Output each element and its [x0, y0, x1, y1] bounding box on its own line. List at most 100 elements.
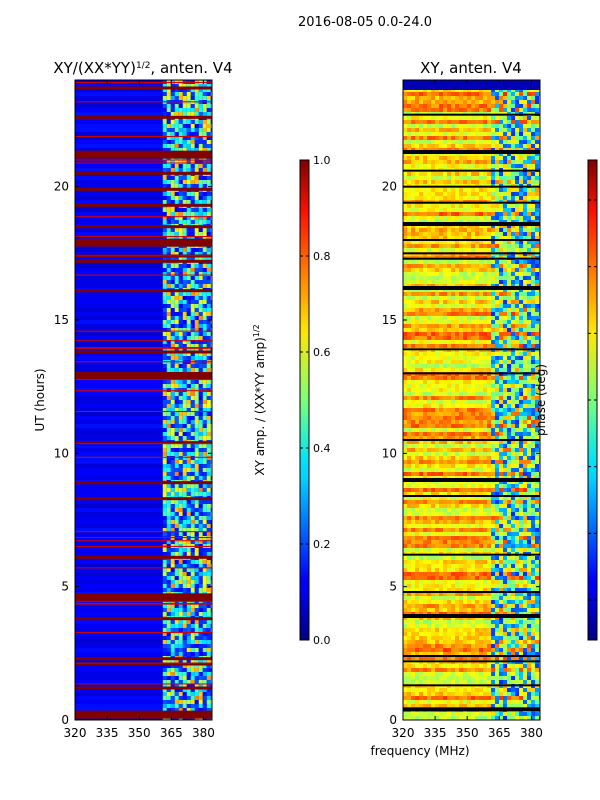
- heatmap-cell: [186, 468, 191, 472]
- heatmap-cell: [455, 136, 459, 140]
- heatmap-cell: [75, 424, 163, 428]
- heatmap-cell: [475, 116, 479, 120]
- heatmap-cell: [411, 332, 415, 336]
- heatmap-cell: [170, 464, 175, 468]
- heatmap-cell: [415, 328, 419, 332]
- heatmap-cell: [198, 576, 203, 580]
- heatmap-cell: [475, 356, 479, 360]
- heatmap-cell: [411, 300, 415, 304]
- heatmap-cell: [483, 296, 487, 300]
- heatmap-cell: [519, 304, 523, 308]
- heatmap-cell: [202, 396, 207, 400]
- heatmap-cell: [463, 164, 467, 168]
- heatmap-cell: [206, 648, 211, 652]
- heatmap-cell: [431, 108, 435, 112]
- heatmap-cell: [210, 128, 212, 132]
- heatmap-cell: [206, 680, 211, 684]
- heatmap-cell: [491, 356, 495, 360]
- heatmap-cell: [435, 192, 439, 196]
- heatmap-cell: [166, 208, 171, 212]
- heatmap-cell: [527, 340, 531, 344]
- heatmap-cell: [202, 236, 207, 240]
- heatmap-cell: [519, 352, 523, 356]
- heatmap-cell: [170, 660, 175, 664]
- saturated-row: [75, 203, 212, 207]
- heatmap-cell: [198, 500, 203, 504]
- heatmap-cell: [451, 316, 455, 320]
- heatmap-cell: [447, 232, 451, 236]
- heatmap-cell: [186, 520, 191, 524]
- heatmap-cell: [455, 340, 459, 344]
- heatmap-cell: [491, 244, 495, 248]
- heatmap-cell: [178, 520, 183, 524]
- heatmap-cell: [210, 212, 212, 216]
- heatmap-cell: [439, 208, 443, 212]
- heatmap-cell: [427, 264, 431, 268]
- heatmap-cell: [447, 280, 451, 284]
- heatmap-cell: [491, 292, 495, 296]
- heatmap-cell: [499, 272, 503, 276]
- heatmap-cell: [182, 312, 187, 316]
- heatmap-cell: [459, 352, 463, 356]
- heatmap-cell: [503, 212, 507, 216]
- heatmap-cell: [174, 612, 179, 616]
- heatmap-cell: [471, 292, 475, 296]
- heatmap-cell: [523, 360, 527, 364]
- heatmap-cell: [419, 136, 423, 140]
- heatmap-cell: [515, 140, 519, 144]
- heatmap-cell: [182, 624, 187, 628]
- heatmap-cell: [415, 280, 419, 284]
- heatmap-cell: [451, 356, 455, 360]
- heatmap-cell: [166, 352, 171, 356]
- heatmap-cell: [431, 180, 435, 184]
- heatmap-cell: [511, 212, 515, 216]
- heatmap-cell: [491, 92, 495, 96]
- heatmap-cell: [182, 420, 187, 424]
- heatmap-cell: [431, 196, 435, 200]
- heatmap-cell: [186, 492, 191, 496]
- heatmap-cell: [415, 340, 419, 344]
- heatmap-cell: [419, 160, 423, 164]
- heatmap-cell: [170, 648, 175, 652]
- heatmap-cell: [190, 520, 195, 524]
- heatmap-cell: [455, 264, 459, 268]
- y-tick-label: 15: [54, 313, 69, 327]
- heatmap-cell: [463, 176, 467, 180]
- heatmap-cell: [411, 96, 415, 100]
- heatmap-cell: [190, 688, 195, 692]
- heatmap-cell: [475, 368, 479, 372]
- heatmap-cell: [75, 488, 163, 492]
- heatmap-cell: [435, 344, 439, 348]
- heatmap-cell: [523, 120, 527, 124]
- heatmap-cell: [166, 328, 171, 332]
- heatmap-cell: [419, 300, 423, 304]
- heatmap-cell: [435, 376, 439, 380]
- heatmap-cell: [443, 292, 447, 296]
- heatmap-cell: [174, 628, 179, 632]
- heatmap-cell: [162, 196, 167, 200]
- heatmap-cell: [483, 312, 487, 316]
- heatmap-cell: [190, 220, 195, 224]
- heatmap-cell: [523, 140, 527, 144]
- heatmap-cell: [202, 248, 207, 252]
- heatmap-cell: [415, 316, 419, 320]
- heatmap-cell: [75, 264, 163, 268]
- heatmap-cell: [202, 580, 207, 584]
- heatmap-cell: [174, 468, 179, 472]
- heatmap-cell: [182, 228, 187, 232]
- heatmap-cell: [75, 176, 163, 180]
- heatmap-cell: [206, 660, 211, 664]
- heatmap-cell: [507, 180, 511, 184]
- heatmap-cell: [170, 324, 175, 328]
- heatmap-cell: [411, 344, 415, 348]
- heatmap-cell: [174, 472, 179, 476]
- heatmap-cell: [419, 272, 423, 276]
- heatmap-cell: [535, 280, 539, 284]
- heatmap-cell: [178, 632, 183, 636]
- heatmap-cell: [511, 312, 515, 316]
- heatmap-cell: [210, 396, 212, 400]
- heatmap-cell: [435, 380, 439, 384]
- heatmap-cell: [459, 96, 463, 100]
- heatmap-cell: [447, 96, 451, 100]
- heatmap-cell: [451, 260, 455, 264]
